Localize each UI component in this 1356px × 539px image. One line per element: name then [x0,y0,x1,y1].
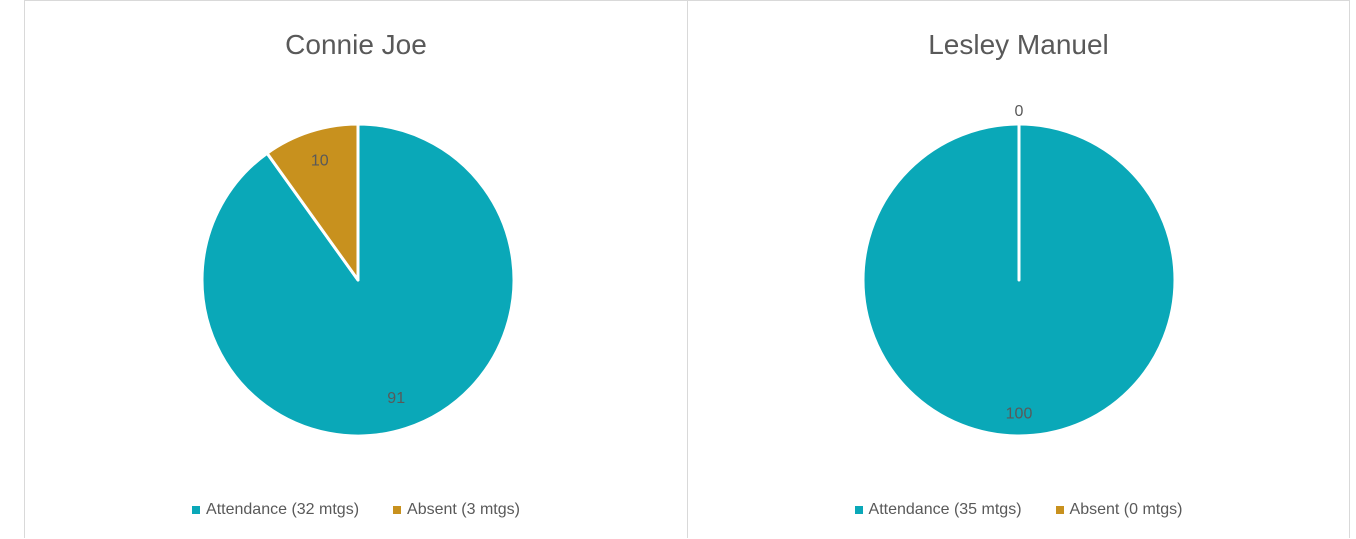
legend-item-absent: Absent (3 mtgs) [393,501,520,519]
data-label-absent: 0 [1015,103,1024,120]
chart-panel-connie-joe: Connie Joe 91 10 Attendance (32 mtgs) Abs… [24,0,688,538]
pie-slice-absent [265,122,360,282]
data-label-attendance: 91 [387,390,405,407]
legend-label: Attendance (35 mtgs) [868,501,1022,518]
legend-item-attendance: Attendance (35 mtgs) [854,501,1022,519]
chart-title: Connie Joe [285,29,427,60]
legend-swatch-attendance [854,506,863,514]
legend-label: Absent (0 mtgs) [1069,501,1183,518]
legend-label: Attendance (32 mtgs) [206,501,360,518]
data-label-absent: 10 [311,152,329,169]
legend-swatch-attendance [192,506,201,514]
chart-legend: Attendance (35 mtgs) Absent (0 mtgs) [688,501,1349,519]
data-label-attendance: 100 [1006,405,1033,422]
legend-item-absent: Absent (0 mtgs) [1055,501,1183,519]
chart-panel-lesley-manuel: Lesley Manuel 100 0 Attendance (35 mtgs) … [687,0,1350,538]
legend-item-attendance: Attendance (32 mtgs) [192,501,359,519]
chart-legend: Attendance (32 mtgs) Absent (3 mtgs) [25,501,687,519]
pie-chart-connie-joe: 91 10 [200,122,516,438]
chart-title: Lesley Manuel [928,29,1109,60]
legend-swatch-absent [1055,506,1064,514]
pie-chart-lesley-manuel: 100 0 [861,103,1177,438]
legend-swatch-absent [393,506,402,514]
legend-label: Absent (3 mtgs) [407,501,520,518]
